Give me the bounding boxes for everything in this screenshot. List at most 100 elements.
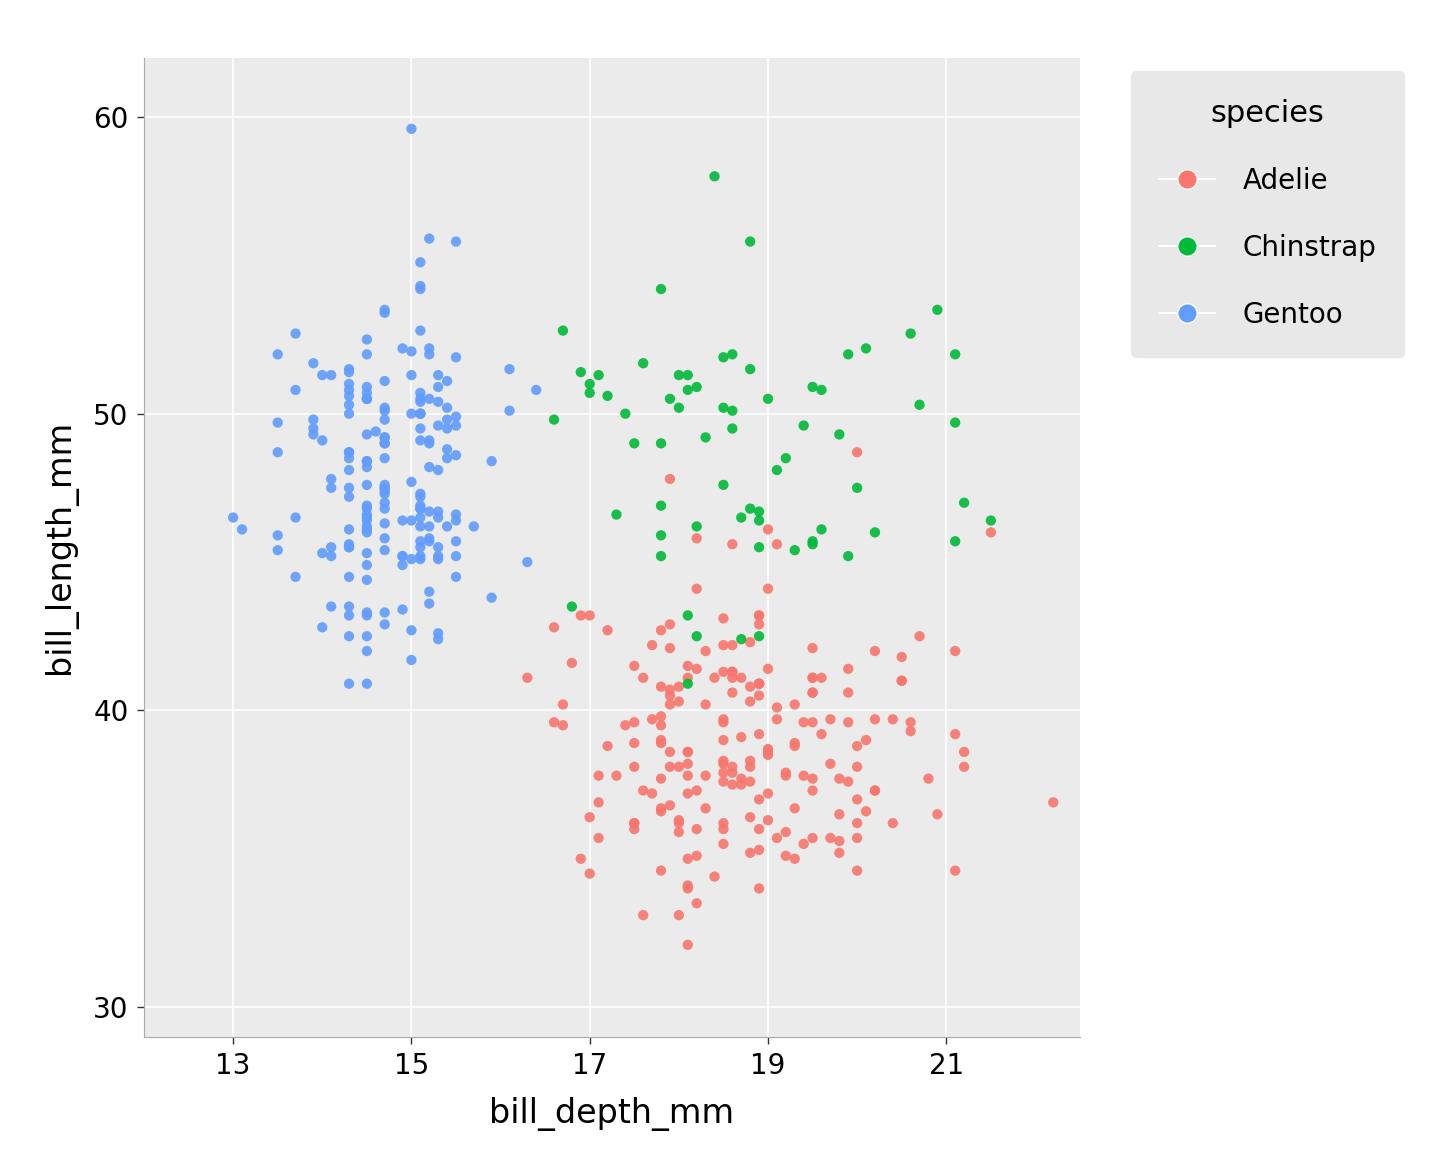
Adelie: [943, 725, 966, 743]
Gentoo: [337, 461, 360, 479]
Adelie: [864, 781, 887, 799]
Adelie: [739, 692, 762, 711]
Gentoo: [356, 627, 379, 645]
Chinstrap: [721, 346, 744, 364]
Chinstrap: [649, 280, 672, 298]
Gentoo: [356, 389, 379, 408]
Adelie: [739, 758, 762, 776]
Gentoo: [400, 651, 423, 669]
Adelie: [677, 879, 700, 897]
Adelie: [747, 820, 770, 839]
Gentoo: [356, 521, 379, 539]
Gentoo: [435, 419, 458, 438]
Chinstrap: [613, 404, 636, 423]
Gentoo: [426, 550, 449, 568]
Adelie: [703, 867, 726, 886]
Gentoo: [356, 570, 379, 589]
Adelie: [667, 823, 690, 841]
Gentoo: [409, 431, 432, 449]
Gentoo: [435, 372, 458, 391]
Gentoo: [409, 487, 432, 506]
Chinstrap: [677, 366, 700, 385]
Chinstrap: [552, 321, 575, 340]
Gentoo: [356, 511, 379, 530]
Adelie: [756, 579, 779, 598]
Gentoo: [409, 532, 432, 551]
Gentoo: [426, 508, 449, 526]
Adelie: [953, 758, 976, 776]
Adelie: [711, 609, 734, 628]
Adelie: [711, 814, 734, 833]
Adelie: [658, 696, 681, 714]
Gentoo: [373, 529, 396, 547]
Adelie: [739, 751, 762, 770]
Chinstrap: [711, 348, 734, 366]
Adelie: [721, 668, 744, 687]
Adelie: [854, 802, 877, 820]
Gentoo: [320, 538, 343, 556]
Gentoo: [320, 478, 343, 497]
Gentoo: [409, 517, 432, 536]
Adelie: [632, 905, 655, 924]
Gentoo: [266, 444, 289, 462]
Gentoo: [480, 589, 503, 607]
Gentoo: [337, 359, 360, 378]
Adelie: [775, 847, 798, 865]
Gentoo: [418, 532, 441, 551]
Adelie: [845, 862, 868, 880]
Gentoo: [498, 359, 521, 378]
Chinstrap: [792, 416, 815, 434]
Adelie: [622, 758, 645, 776]
Gentoo: [400, 550, 423, 568]
Gentoo: [320, 366, 343, 385]
Gentoo: [445, 506, 468, 524]
Gentoo: [392, 339, 415, 357]
Chinstrap: [739, 233, 762, 251]
Adelie: [909, 627, 932, 645]
Chinstrap: [667, 366, 690, 385]
Adelie: [766, 828, 789, 847]
Adelie: [711, 751, 734, 770]
Adelie: [685, 781, 708, 799]
X-axis label: bill_depth_mm: bill_depth_mm: [490, 1097, 734, 1131]
Adelie: [775, 766, 798, 785]
Adelie: [596, 621, 619, 639]
Adelie: [943, 642, 966, 660]
Gentoo: [302, 425, 325, 444]
Gentoo: [356, 606, 379, 624]
Gentoo: [356, 476, 379, 494]
Adelie: [845, 828, 868, 847]
Gentoo: [356, 506, 379, 524]
Gentoo: [373, 615, 396, 634]
Gentoo: [426, 378, 449, 396]
Chinstrap: [658, 389, 681, 408]
Gentoo: [337, 478, 360, 497]
Chinstrap: [845, 478, 868, 497]
Adelie: [579, 606, 602, 624]
Adelie: [694, 766, 717, 785]
Adelie: [881, 814, 904, 833]
Adelie: [588, 794, 611, 812]
Chinstrap: [953, 493, 976, 511]
Chinstrap: [809, 380, 832, 399]
Gentoo: [284, 380, 307, 399]
Gentoo: [400, 621, 423, 639]
Adelie: [588, 766, 611, 785]
Gentoo: [409, 550, 432, 568]
Adelie: [721, 636, 744, 654]
Y-axis label: bill_length_mm: bill_length_mm: [43, 420, 76, 674]
Adelie: [747, 790, 770, 809]
Gentoo: [337, 674, 360, 692]
Gentoo: [435, 410, 458, 429]
Gentoo: [418, 594, 441, 613]
Gentoo: [320, 598, 343, 616]
Gentoo: [337, 395, 360, 414]
Adelie: [711, 820, 734, 839]
Adelie: [801, 713, 824, 732]
Adelie: [819, 755, 842, 773]
Adelie: [766, 698, 789, 717]
Adelie: [801, 668, 824, 687]
Adelie: [543, 713, 566, 732]
Adelie: [711, 835, 734, 854]
Chinstrap: [943, 346, 966, 364]
